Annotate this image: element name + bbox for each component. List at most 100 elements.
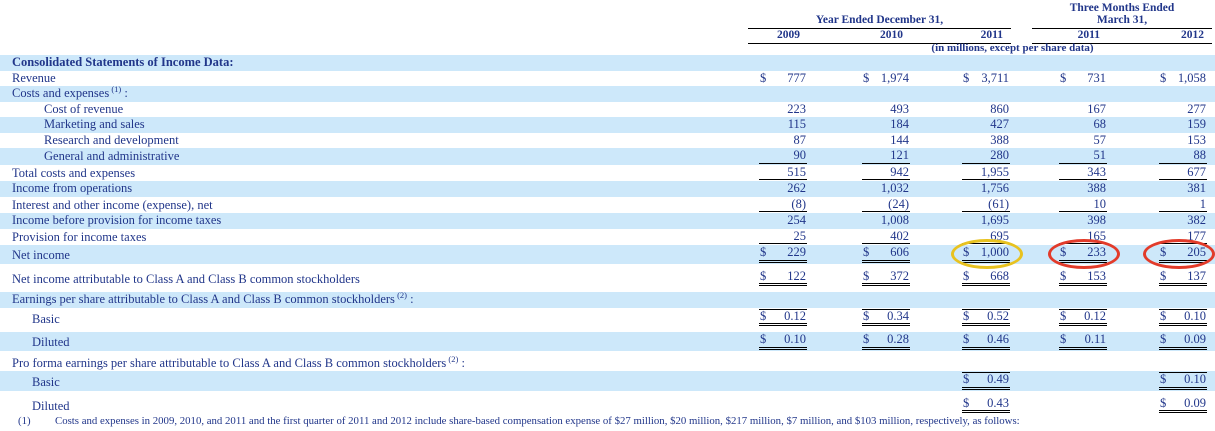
- value-cell: 223: [748, 102, 810, 118]
- amount-value: 184: [890, 117, 909, 131]
- row-label-income-from-operations: Income from operations: [12, 181, 133, 195]
- value-cell: 10: [1013, 197, 1110, 214]
- amount: 942: [862, 165, 910, 180]
- amount: $233: [1059, 245, 1107, 263]
- amount: (24): [862, 197, 910, 212]
- amount-value: 159: [1187, 117, 1206, 131]
- amount: 254: [759, 213, 807, 228]
- value-cell: [810, 389, 913, 391]
- amount: $0.09: [1159, 332, 1207, 350]
- amount-value: 0.52: [987, 308, 1009, 323]
- amount-value: 1,695: [980, 213, 1009, 227]
- amount-value: 144: [890, 132, 909, 147]
- amount-value: 0.12: [1084, 308, 1106, 323]
- year-column-q1-2012: 2012: [1181, 29, 1204, 41]
- amount-value: 860: [990, 101, 1009, 116]
- amount: (8): [759, 196, 807, 212]
- value-cell: $3,711: [913, 71, 1013, 87]
- dollar-sign: $: [760, 332, 767, 346]
- amount: $0.49: [962, 372, 1010, 390]
- amount: $205: [1159, 245, 1207, 263]
- footnote: (1) Costs and expenses in 2009, 2010, an…: [0, 415, 1215, 427]
- value-cell: 1,008: [810, 213, 913, 229]
- amount-value: 515: [787, 164, 806, 179]
- row-label-revenue: Revenue: [12, 70, 56, 85]
- table-row-eps-header: Earnings per share attributable to Class…: [0, 289, 1215, 308]
- amount-value: 382: [1187, 213, 1206, 227]
- value-cell: [810, 412, 913, 414]
- table-row-research-and-development: Research and development 87 144 388 57 153: [0, 133, 1215, 149]
- amount-value: 262: [787, 181, 806, 195]
- amount: 493: [862, 102, 910, 117]
- amount: 167: [1059, 102, 1107, 117]
- amount: 1,032: [862, 181, 910, 196]
- amount: $1,974: [862, 71, 910, 86]
- footnote-ref: (2): [394, 289, 407, 300]
- amount: 1,695: [962, 213, 1010, 228]
- dollar-sign: $: [1160, 245, 1167, 259]
- value-cell: $731: [1013, 71, 1110, 87]
- amount: 1,756: [962, 181, 1010, 196]
- footnote-ref: (2): [446, 353, 459, 364]
- amount-value: 0.10: [784, 332, 806, 346]
- table-row-proforma-basic: Basic $0.49 $0.10: [0, 371, 1215, 391]
- amount-value: 402: [890, 228, 909, 243]
- amount-value: (8): [791, 196, 806, 211]
- amount: $3,711: [962, 70, 1010, 86]
- value-cell: 57: [1013, 133, 1110, 149]
- table-row-revenue: Revenue $777 $1,974 $3,711 $731 $1,058: [0, 71, 1215, 87]
- dollar-sign: $: [1060, 308, 1067, 323]
- amount: 388: [962, 133, 1010, 148]
- value-cell: $137: [1110, 269, 1215, 288]
- amount: 10: [1059, 197, 1107, 212]
- dollar-sign: $: [1160, 395, 1167, 410]
- amount: (61): [962, 197, 1010, 212]
- amount-value: 165: [1087, 228, 1106, 243]
- value-cell: 68: [1013, 117, 1110, 133]
- amount: $606: [862, 245, 910, 263]
- value-cell: $372: [810, 269, 913, 288]
- dollar-sign: $: [1160, 308, 1167, 323]
- amount-value: 0.10: [1184, 308, 1206, 323]
- value-cell: $0.09: [1110, 332, 1215, 351]
- value-cell: $0.12: [748, 308, 810, 328]
- amount-value: 137: [1187, 268, 1206, 283]
- value-cell: 695: [913, 229, 1013, 246]
- dollar-sign: $: [760, 70, 767, 85]
- amount: 90: [759, 148, 807, 164]
- amount-value: 372: [890, 268, 909, 283]
- value-cell: [748, 412, 810, 414]
- amount-value: 3,711: [981, 70, 1009, 85]
- annual-year-columns: 2009 2010 2011: [748, 29, 1011, 44]
- table-row-provision-for-income-taxes: Provision for income taxes 25 402 695 165 177: [0, 229, 1215, 246]
- amount-value: 122: [787, 268, 806, 283]
- amount-value: 1,955: [980, 164, 1009, 179]
- row-label-eps-diluted: Diluted: [32, 335, 70, 349]
- amount-value: 1: [1199, 196, 1206, 211]
- row-label-proforma-diluted: Diluted: [32, 398, 70, 413]
- amount: 388: [1059, 181, 1107, 196]
- dollar-sign: $: [963, 70, 970, 85]
- value-cell: $0.28: [810, 332, 913, 351]
- value-cell: $1,000: [913, 239, 1023, 269]
- dollar-sign: $: [963, 308, 970, 323]
- row-label-income-before-taxes: Income before provision for income taxes: [12, 213, 222, 227]
- amount-value: 0.09: [1184, 332, 1206, 346]
- row-label-costs-and-expenses: Costs and expenses (1) :: [12, 83, 128, 100]
- table-row-interest-and-other: Interest and other income (expense), net…: [0, 197, 1215, 214]
- amount: 677: [1159, 164, 1207, 180]
- amount-value: 51: [1093, 148, 1107, 162]
- row-label-section-income-data: Consolidated Statements of Income Data:: [12, 55, 234, 69]
- value-cell: [1013, 369, 1110, 371]
- value-cell: 262: [748, 181, 810, 197]
- row-label-proforma-eps-header: Pro forma earnings per share attributabl…: [12, 353, 465, 370]
- row-label-interest-and-other: Interest and other income (expense), net: [12, 197, 213, 212]
- dollar-sign: $: [1160, 332, 1167, 346]
- amount: 121: [862, 148, 910, 164]
- amount: $0.09: [1159, 395, 1207, 413]
- value-cell: $0.10: [1110, 371, 1215, 391]
- amount: $153: [1059, 269, 1107, 286]
- amount-value: 677: [1187, 164, 1206, 179]
- amount-value: 57: [1093, 132, 1107, 147]
- table-row-cost-of-revenue: Cost of revenue 223 493 860 167 277: [0, 102, 1215, 118]
